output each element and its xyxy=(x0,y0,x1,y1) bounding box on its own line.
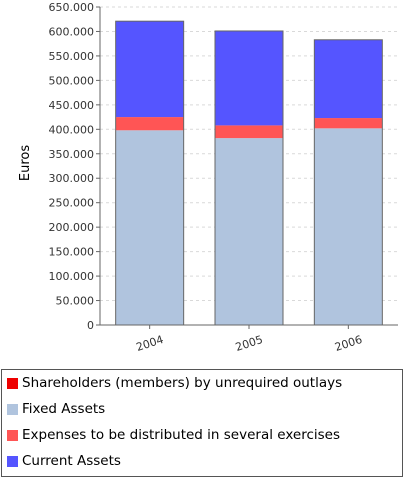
y-tick-label: 350.000 xyxy=(49,148,95,161)
y-axis: 0 50.000 100.000 150.000 200.000 250.000 300.0… xyxy=(49,1,101,332)
legend-swatch xyxy=(7,429,18,441)
bars xyxy=(115,20,383,326)
stacked-bar-chart: 0 50.000 100.000 150.000 200.000 250.000 300.0… xyxy=(18,1,398,354)
bar-segment xyxy=(314,118,383,129)
legend-swatch xyxy=(7,403,18,415)
y-tick-label: 250.000 xyxy=(49,197,95,210)
y-axis-label: Euros xyxy=(18,145,33,181)
bar-segment xyxy=(215,30,283,126)
legend-swatch xyxy=(7,377,18,389)
y-tick-label: 550.000 xyxy=(49,50,95,63)
legend-label: Expenses to be distributed in several ex… xyxy=(22,427,341,443)
bar-segment xyxy=(215,125,283,139)
legend-swatch xyxy=(7,455,18,467)
x-tick-label: 2005 xyxy=(234,333,265,354)
y-tick-label: 100.000 xyxy=(49,270,95,283)
y-tick-label: 150.000 xyxy=(49,246,95,259)
legend-item: Expenses to be distributed in several ex… xyxy=(7,425,340,445)
legend-label: Shareholders (members) by unrequired out… xyxy=(22,375,343,391)
y-tick-label: 500.000 xyxy=(49,74,95,87)
y-tick-label: 600.000 xyxy=(49,25,95,38)
x-tick-label: 2004 xyxy=(134,333,165,354)
y-tick-label: 200.000 xyxy=(49,221,95,234)
bar-segment xyxy=(115,117,184,131)
x-tick-label: 2006 xyxy=(333,333,364,354)
y-tick-label: 0 xyxy=(87,319,94,332)
bar-segment xyxy=(215,138,283,325)
bar-segment xyxy=(115,130,184,325)
y-tick-label: 400.000 xyxy=(49,123,95,136)
bar-segment xyxy=(314,128,383,325)
bar-segment xyxy=(314,39,383,119)
legend-item: Shareholders (members) by unrequired out… xyxy=(7,373,342,393)
y-tick-label: 50.000 xyxy=(56,295,95,308)
y-tick-label: 450.000 xyxy=(49,99,95,112)
x-axis: 2004 2005 2006 xyxy=(100,324,398,354)
legend: Shareholders (members) by unrequired out… xyxy=(1,369,403,477)
legend-label: Fixed Assets xyxy=(22,401,106,417)
y-tick-label: 650.000 xyxy=(49,1,95,14)
legend-item: Current Assets xyxy=(7,451,121,471)
bar-segment xyxy=(115,21,184,118)
legend-item: Fixed Assets xyxy=(7,399,105,419)
legend-label: Current Assets xyxy=(22,453,121,469)
y-tick-label: 300.000 xyxy=(49,172,95,185)
